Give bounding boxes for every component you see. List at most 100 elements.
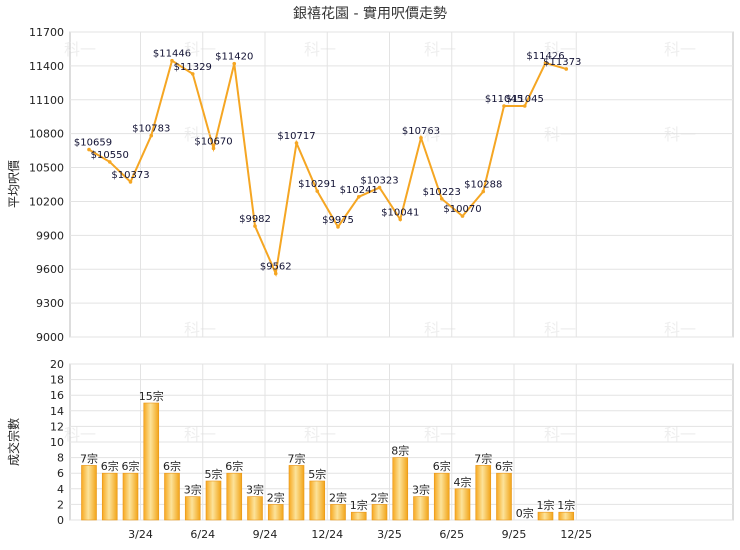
volume-data-label: 1宗 [350,498,368,512]
volume-y-tick-label: 20 [50,358,64,371]
price-y-tick-label: 11700 [29,26,64,39]
watermark-text: 科一 [304,425,336,444]
volume-bar [413,496,429,521]
watermark-text: 科一 [544,125,576,144]
watermark-text: 科一 [664,40,696,59]
price-data-label: $10323 [360,176,398,187]
price-point [107,160,112,164]
price-y-ticks: 9000 9300 9600 9900 10200 10500 10800 11100 1140… [29,26,64,344]
volume-y-tick-label: 12 [50,420,64,433]
price-y-tick-label: 11400 [29,60,64,73]
price-point [149,133,154,138]
price-y-tick-label: 9600 [36,263,64,276]
volume-data-label: 6宗 [433,459,451,473]
volume-bar [392,457,409,521]
price-data-label: $10241 [340,185,378,196]
volume-bar [371,504,388,521]
price-data-label: $11329 [174,62,212,73]
x-tick-label: 12/24 [311,528,343,541]
volume-y-axis-title: 成交宗數 [6,418,21,466]
watermark-text: 科一 [664,425,696,444]
volume-bars [81,402,575,521]
price-data-label: $11373 [543,57,581,68]
volume-y-tick-label: 0 [57,514,64,527]
volume-data-label: 1宗 [537,498,555,512]
price-y-tick-label: 9900 [36,229,64,242]
volume-y-tick-label: 18 [50,374,64,387]
price-data-labels: $10659$10550 $10373 $10783 $11446 $11329 $106… [74,49,581,273]
volume-data-label: 4宗 [454,475,472,489]
watermark-text: 科一 [544,320,576,339]
volume-x-ticks: 3/24 6/24 9/24 12/24 3/25 6/25 9/25 12/25 [128,528,592,541]
watermark-text: 科一 [424,125,456,144]
price-point [315,189,320,193]
price-point [232,61,237,66]
price-data-label: $11426 [526,51,564,62]
volume-y-tick-label: 4 [57,483,64,496]
volume-data-label: 2宗 [329,490,347,504]
price-data-label: $10223 [423,187,461,198]
watermark-text: 科一 [424,40,456,59]
watermark-text: 科一 [184,125,216,144]
volume-data-label: 7宗 [80,451,98,465]
volume-bar [309,480,326,521]
price-point [170,58,174,63]
volume-bar [81,465,97,521]
volume-bar [475,465,492,521]
volume-bar [330,504,346,521]
price-line-series [87,58,569,278]
watermark-text: 科一 [544,425,576,444]
price-y-tick-label: 9000 [36,331,64,344]
price-data-label: $10288 [464,180,502,191]
volume-data-label: 6宗 [101,459,119,473]
price-point [481,189,486,194]
price-point [294,141,299,145]
volume-data-label: 5宗 [205,467,223,481]
price-y-tick-label: 10200 [29,195,64,208]
volume-data-label: 3宗 [184,483,202,497]
watermark-text: 科一 [664,125,696,144]
price-point [398,217,403,222]
price-data-label: $9982 [239,214,271,225]
volume-bar [247,496,263,521]
price-point [273,271,278,276]
price-point [190,72,195,76]
volume-bar [226,472,243,521]
price-data-label: $10373 [111,170,149,181]
price-data-label: $11045 [506,94,544,105]
x-tick-label: 6/24 [190,528,215,541]
price-y-tick-label: 10800 [29,128,64,141]
volume-y-tick-label: 16 [50,389,64,402]
volume-bar [164,472,180,521]
volume-y-tick-label: 10 [50,436,64,449]
price-data-label: $10041 [381,207,419,218]
volume-bar [454,488,471,521]
volume-bar [101,472,118,521]
volume-data-label: 6宗 [122,459,140,473]
volume-bar [496,472,512,521]
price-data-label: $10659 [74,138,112,149]
volume-y-ticks: 0 2 4 6 8 10 12 14 16 18 20 [50,358,64,527]
volume-y-tick-label: 8 [57,452,64,465]
volume-data-label: 8宗 [391,444,409,458]
volume-bar [143,402,160,521]
volume-bar [184,496,201,521]
volume-y-tick-label: 6 [57,467,64,480]
watermark-text: 科一 [184,425,216,444]
price-point [543,61,548,65]
price-data-label: $10070 [443,204,481,215]
watermark-text: 科一 [664,320,696,339]
price-point [211,146,216,151]
volume-bar [205,480,222,521]
watermark-text: 科一 [64,425,96,444]
price-point [522,104,527,108]
price-y-axis-title: 平均呎價 [7,160,21,208]
price-point [419,136,423,140]
volume-data-label: 7宗 [474,451,492,465]
price-line-panel: 9000 9300 9600 9900 10200 10500 10800 11100 1140… [7,26,734,344]
price-point [460,214,465,218]
price-y-tick-label: 11100 [29,94,64,107]
price-point [564,67,569,71]
watermark-text: 科一 [544,40,576,59]
